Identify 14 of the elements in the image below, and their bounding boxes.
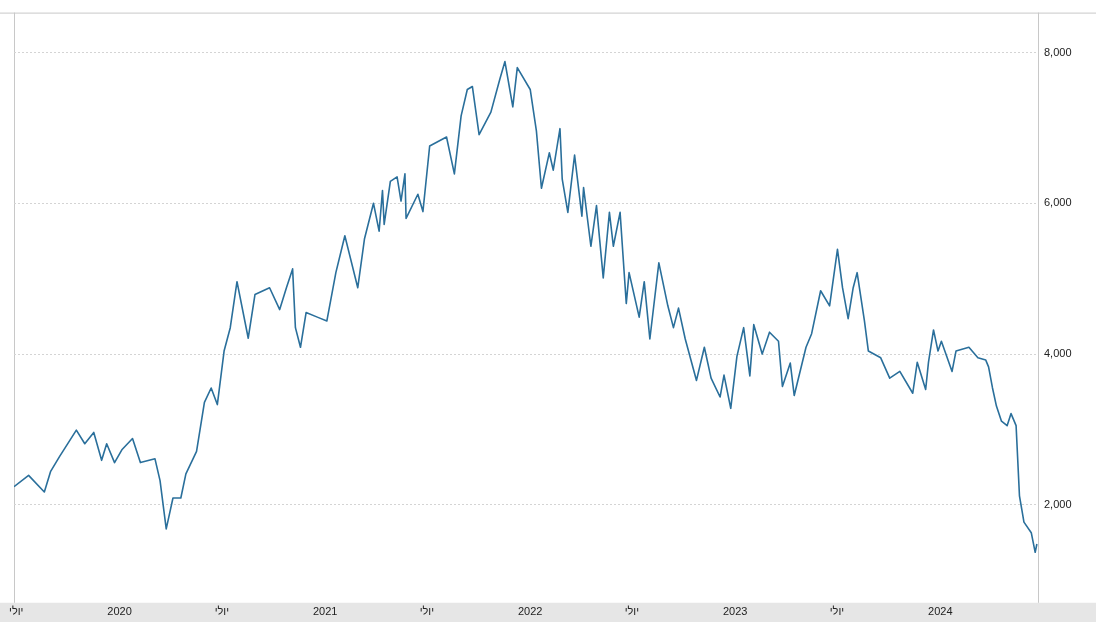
x-tick-label: יולי bbox=[829, 605, 845, 618]
y-tick-label: 6,000 bbox=[1044, 196, 1072, 209]
x-tick-label: יולי bbox=[419, 605, 435, 618]
x-tick-label: יולי bbox=[624, 605, 640, 618]
x-tick-label: יולי bbox=[9, 605, 24, 618]
x-tick-label: 2023 bbox=[723, 605, 748, 618]
x-tick-label: 2024 bbox=[928, 605, 953, 618]
x-tick-label: 2022 bbox=[517, 605, 543, 618]
x-tick-label: 2021 bbox=[312, 605, 338, 618]
x-tick-label: יולי bbox=[214, 605, 230, 618]
x-tick-label: 2020 bbox=[107, 605, 132, 618]
y-tick-label: 4,000 bbox=[1044, 347, 1072, 360]
y-tick-label: 8,000 bbox=[1044, 45, 1072, 58]
y-tick-label: 2,000 bbox=[1044, 497, 1072, 510]
